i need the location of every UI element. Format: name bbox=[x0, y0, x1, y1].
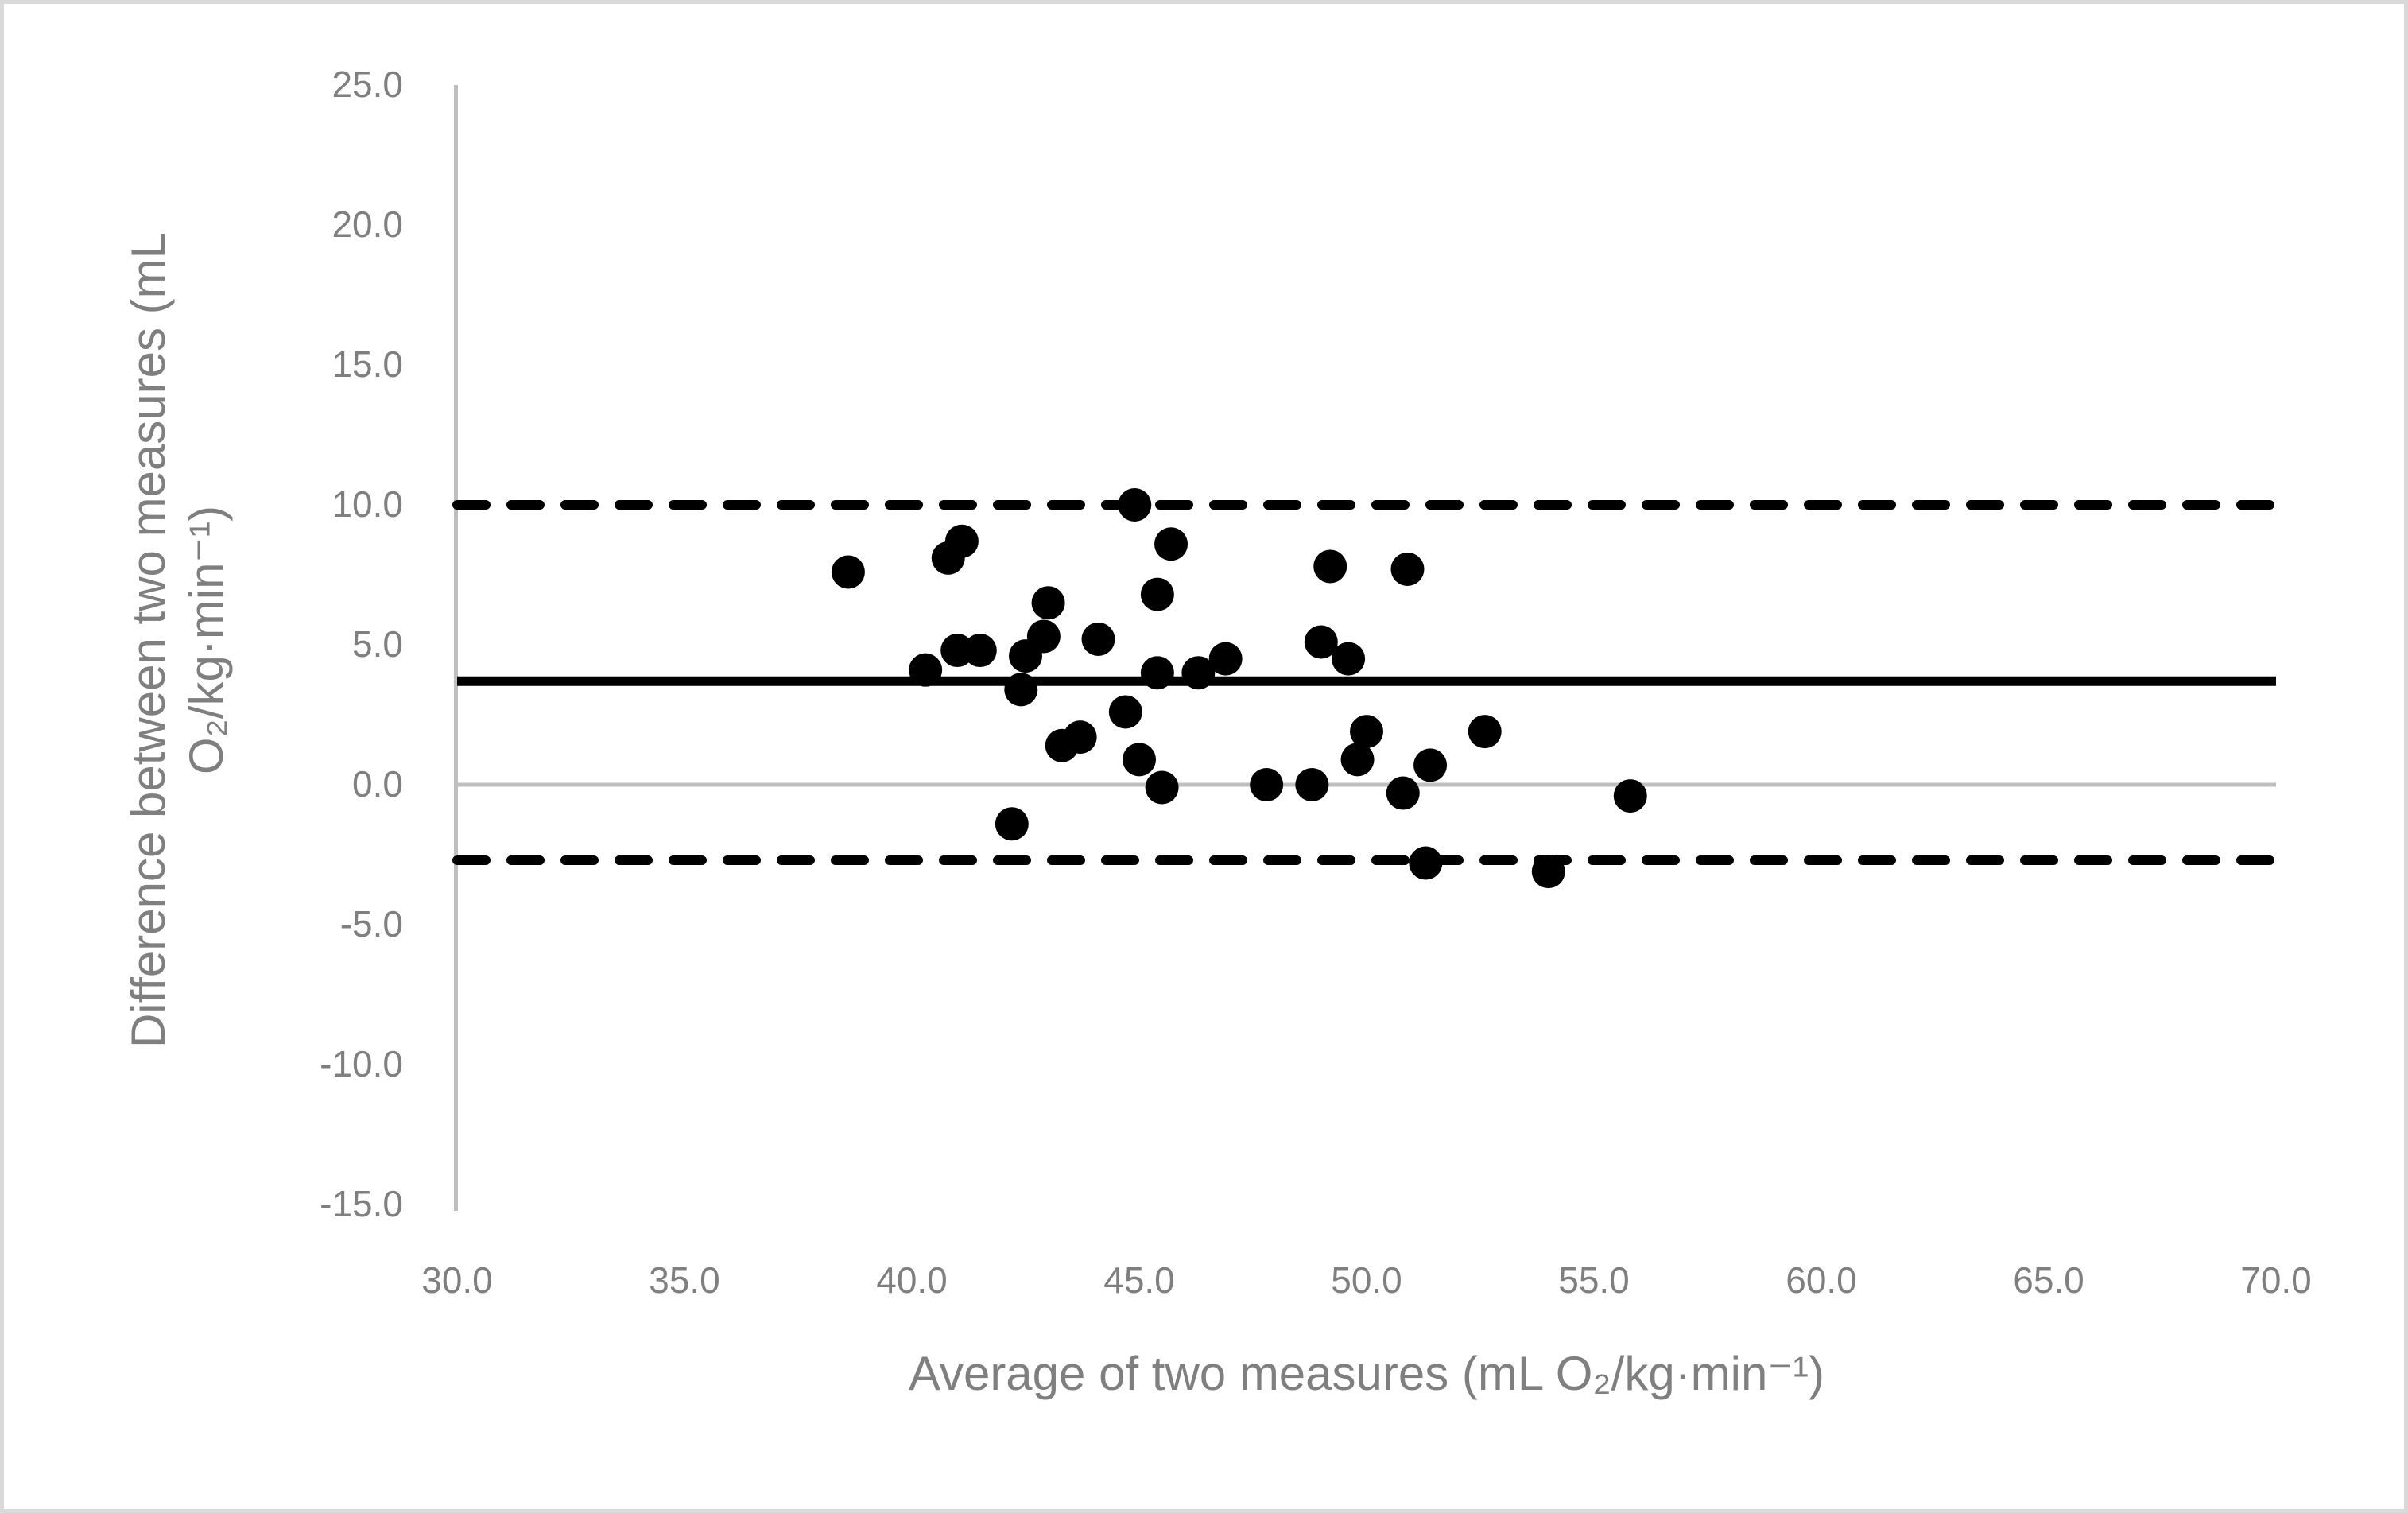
data-point bbox=[1145, 770, 1179, 805]
y-tick-label: 15.0 bbox=[332, 343, 403, 385]
y-axis-title-line1: Difference between two measures (mL bbox=[121, 231, 175, 1049]
y-tick-label: -15.0 bbox=[320, 1182, 403, 1224]
y-tick-label: 0.0 bbox=[352, 762, 403, 805]
data-point bbox=[1295, 768, 1329, 801]
x-tick-label: 45.0 bbox=[1103, 1259, 1175, 1301]
x-tick-label: 70.0 bbox=[2240, 1259, 2312, 1301]
y-axis-line bbox=[454, 85, 458, 1211]
data-point bbox=[1123, 743, 1156, 777]
x-tick-label: 35.0 bbox=[649, 1259, 720, 1301]
data-point bbox=[1250, 768, 1284, 801]
data-point bbox=[944, 524, 979, 558]
data-point bbox=[1063, 720, 1097, 755]
data-point bbox=[1004, 673, 1038, 707]
data-point bbox=[1154, 527, 1188, 561]
data-point bbox=[1108, 695, 1142, 729]
data-point bbox=[1350, 715, 1383, 749]
data-point bbox=[1118, 488, 1152, 522]
data-point bbox=[1181, 656, 1216, 690]
data-point bbox=[995, 807, 1029, 841]
data-point bbox=[1208, 642, 1243, 676]
x-tick-label: 60.0 bbox=[1786, 1259, 1857, 1301]
y-tick-label: 10.0 bbox=[332, 483, 403, 525]
x-tick-label: 55.0 bbox=[1558, 1259, 1630, 1301]
y-tick-label: -10.0 bbox=[320, 1042, 403, 1084]
data-point bbox=[831, 555, 865, 589]
data-point bbox=[909, 653, 943, 687]
data-point bbox=[1304, 625, 1338, 659]
data-point bbox=[1613, 779, 1647, 813]
data-point bbox=[1468, 715, 1502, 749]
data-point bbox=[1332, 642, 1366, 676]
data-point bbox=[1390, 552, 1425, 586]
y-tick-label: 5.0 bbox=[352, 623, 403, 665]
data-point bbox=[1531, 855, 1565, 889]
x-tick-label: 40.0 bbox=[876, 1259, 948, 1301]
data-point bbox=[1140, 656, 1174, 690]
data-point bbox=[1386, 776, 1420, 810]
data-point bbox=[1413, 748, 1448, 782]
x-tick-label: 65.0 bbox=[2013, 1259, 2084, 1301]
plot-area bbox=[452, 85, 2281, 1205]
data-point bbox=[963, 634, 997, 668]
x-axis-title: Average of two measures (mL O₂/kg·min⁻¹) bbox=[909, 1347, 1824, 1400]
y-tick-label: 25.0 bbox=[332, 63, 403, 105]
data-point bbox=[1009, 639, 1042, 673]
x-tick-label: 30.0 bbox=[421, 1259, 493, 1301]
data-point bbox=[1340, 743, 1375, 777]
y-tick-label: -5.0 bbox=[339, 902, 403, 945]
y-tick-label: 20.0 bbox=[332, 203, 403, 245]
data-point bbox=[1140, 577, 1174, 611]
data-point bbox=[1081, 622, 1115, 656]
x-tick-label: 50.0 bbox=[1331, 1259, 1402, 1301]
data-point bbox=[1031, 586, 1065, 620]
plot-svg bbox=[452, 488, 2281, 889]
data-point bbox=[1409, 846, 1443, 880]
data-point bbox=[1313, 549, 1347, 584]
